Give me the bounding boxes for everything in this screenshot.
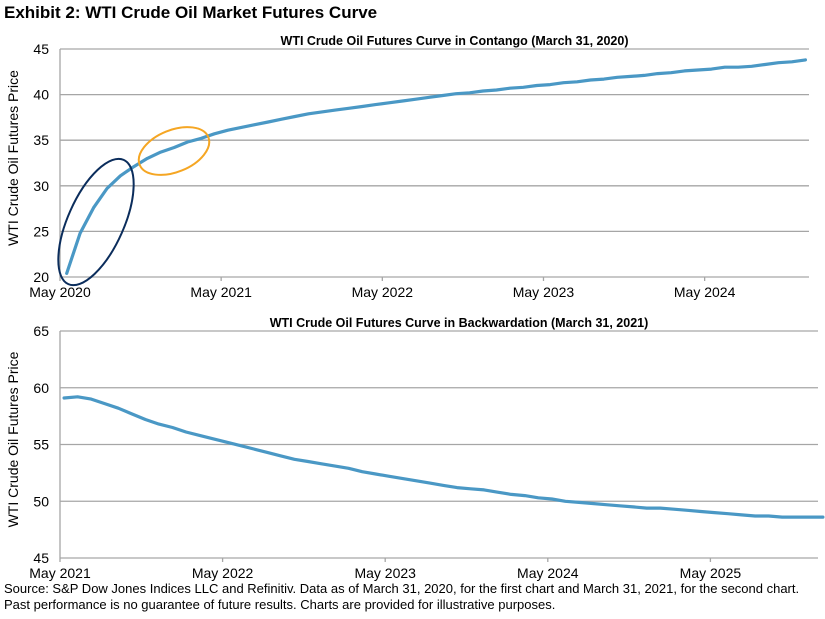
backwardation-chart: WTI Crude Oil Futures Curve in Backwarda…: [5, 316, 825, 581]
exhibit-title: Exhibit 2: WTI Crude Oil Market Futures …: [4, 3, 378, 22]
y-tick-label: 25: [33, 223, 49, 239]
y-tick-label: 65: [33, 323, 49, 339]
x-tick-label: May 2024: [674, 284, 736, 300]
orange-ellipse-annotation: [137, 126, 211, 176]
chart-title: WTI Crude Oil Futures Curve in Contango …: [281, 34, 629, 48]
y-tick-label: 20: [33, 269, 49, 285]
y-tick-label: 45: [33, 41, 49, 57]
y-tick-label: 50: [33, 493, 49, 509]
y-tick-label: 35: [33, 132, 49, 148]
y-tick-label: 55: [33, 437, 49, 453]
navy-ellipse-annotation: [57, 157, 135, 287]
x-tick-label: May 2023: [513, 284, 575, 300]
y-axis-title: WTI Crude Oil Futures Price: [5, 351, 21, 527]
x-tick-label: May 2021: [29, 565, 91, 581]
series-line: [65, 58, 808, 275]
source-note: Source: S&P Dow Jones Indices LLC and Re…: [4, 581, 800, 612]
x-tick-label: May 2022: [192, 565, 254, 581]
x-tick-label: May 2023: [354, 565, 416, 581]
y-tick-label: 30: [33, 178, 49, 194]
chart-title: WTI Crude Oil Futures Curve in Backwarda…: [270, 316, 649, 330]
y-tick-label: 60: [33, 380, 49, 396]
x-tick-label: May 2022: [352, 284, 414, 300]
contango-chart: WTI Crude Oil Futures Curve in Contango …: [5, 34, 809, 300]
x-tick-label: May 2020: [29, 284, 91, 300]
y-tick-label: 45: [33, 550, 49, 566]
y-axis-title: WTI Crude Oil Futures Price: [5, 70, 21, 246]
series-line: [62, 395, 825, 519]
y-tick-label: 40: [33, 87, 49, 103]
x-tick-label: May 2024: [517, 565, 579, 581]
x-tick-label: May 2025: [680, 565, 742, 581]
x-tick-label: May 2021: [190, 284, 252, 300]
